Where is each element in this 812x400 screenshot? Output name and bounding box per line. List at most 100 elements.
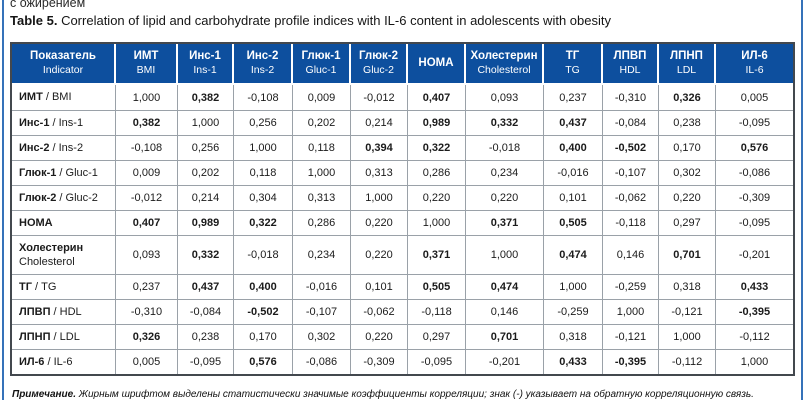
value-cell: -0,095: [716, 210, 793, 235]
value-cell: 0,214: [351, 110, 408, 135]
table-caption: Table 5. Correlation of lipid and carboh…: [10, 13, 798, 28]
header-cell-tg: ТГ TG: [544, 44, 603, 85]
header-cell-bmi: ИМТ BMI: [116, 44, 178, 85]
value-cell: 0,009: [293, 85, 351, 110]
value-cell: 0,433: [544, 349, 603, 374]
value-cell: 0,234: [466, 160, 544, 185]
value-cell: 0,302: [659, 160, 716, 185]
table-row: Глюк-2 / Gluc-2 -0,012 0,214 0,304 0,313 1,00…: [12, 185, 793, 210]
value-cell: -0,112: [716, 324, 793, 349]
value-cell: 0,238: [659, 110, 716, 135]
table-caption-number: Table 5.: [10, 13, 58, 28]
value-cell: -0,395: [603, 349, 659, 374]
table-row: ТГ / TG 0,237 0,437 0,400 -0,016 0,101 0,505 0,…: [12, 274, 793, 299]
value-cell: -0,095: [178, 349, 234, 374]
value-cell: 0,101: [351, 274, 408, 299]
value-cell: 0,322: [408, 135, 466, 160]
table-row: Холестерин Cholesterol 0,093 0,332 -0,018 0,2…: [12, 235, 793, 274]
value-cell: 0,146: [466, 299, 544, 324]
value-cell: 1,000: [659, 324, 716, 349]
value-cell: 0,322: [234, 210, 293, 235]
table-row: HOMA 0,407 0,989 0,322 0,286 0,220 1,000 0,371 0…: [12, 210, 793, 235]
value-cell: 0,093: [466, 85, 544, 110]
row-label: Инс-2 / Ins-2: [12, 135, 116, 160]
value-cell: 0,118: [234, 160, 293, 185]
value-cell: -0,121: [659, 299, 716, 324]
value-cell: -0,018: [466, 135, 544, 160]
value-cell: -0,095: [408, 349, 466, 374]
row-label: Глюк-2 / Gluc-2: [12, 185, 116, 210]
value-cell: -0,095: [716, 110, 793, 135]
footnote-text: Жирным шрифтом выделены статистически зн…: [76, 389, 754, 400]
value-cell: 0,005: [740, 91, 769, 104]
value-cell: 0,326: [659, 85, 716, 110]
correlation-table: Показатель Indicator ИМТ BMI Инс-1 Ins-1 Инс-2…: [12, 44, 793, 374]
value-cell: 1,000: [408, 210, 466, 235]
value-cell: 0,326: [116, 324, 178, 349]
value-cell: 0,313: [293, 185, 351, 210]
value-cell: 0,318: [659, 274, 716, 299]
footnote-label: Примечание.: [12, 389, 76, 400]
value-cell: 0,701: [659, 235, 716, 274]
value-cell: 0,220: [408, 185, 466, 210]
value-cell: 0,237: [544, 85, 603, 110]
value-cell: 1,000: [178, 110, 234, 135]
value-cell: -0,118: [603, 210, 659, 235]
value-cell: -0,062: [603, 185, 659, 210]
value-cell: 0,407: [116, 210, 178, 235]
value-cell: 0,256: [178, 135, 234, 160]
row-label: Холестерин Cholesterol: [12, 235, 116, 274]
row-label: HOMA: [12, 210, 116, 235]
value-cell: -0,309: [351, 349, 408, 374]
value-cell: 0,394: [351, 135, 408, 160]
value-cell: -0,201: [716, 235, 793, 274]
value-cell: 0,313: [351, 160, 408, 185]
value-cell: 1,000: [351, 185, 408, 210]
value-cell: 0,297: [659, 210, 716, 235]
value-cell: 0,118: [293, 135, 351, 160]
table-footnote: Примечание. Жирным шрифтом выделены стат…: [12, 389, 798, 400]
value-cell: -0,121: [603, 324, 659, 349]
value-cell: 0,437: [178, 274, 234, 299]
value-cell: 0,202: [178, 160, 234, 185]
value-cell: -0,118: [408, 299, 466, 324]
value-cell: 0,220: [351, 235, 408, 274]
table-row: ЛПВП / HDL -0,310 -0,084 -0,502 -0,107 -0,062…: [12, 299, 793, 324]
value-cell: -0,012: [116, 185, 178, 210]
value-cell: 0,437: [544, 110, 603, 135]
table-row: ИМТ / BMI 1,000 0,382 -0,108 0,009 -0,012 0,40…: [12, 85, 793, 110]
row-label: Инс-1 / Ins-1: [12, 110, 116, 135]
value-cell: 0,220: [351, 324, 408, 349]
value-cell: 0,286: [408, 160, 466, 185]
page-rule-left: [2, 0, 4, 400]
value-cell: 0,332: [466, 110, 544, 135]
value-cell: 0,433: [716, 274, 793, 299]
value-cell: -0,259: [544, 299, 603, 324]
value-cell: 0,701: [466, 324, 544, 349]
value-cell: -0,112: [659, 349, 716, 374]
value-cell: -0,309: [716, 185, 793, 210]
value-cell: 0,989: [408, 110, 466, 135]
value-cell: 1,000: [116, 85, 178, 110]
value-cell: 0,146: [603, 235, 659, 274]
row-label: ЛПВП / HDL: [12, 299, 116, 324]
value-cell: 0,238: [178, 324, 234, 349]
table-row: Инс-2 / Ins-2 -0,108 0,256 1,000 0,118 0,394 0…: [12, 135, 793, 160]
value-cell: 1,000: [293, 160, 351, 185]
value-cell: 0,286: [293, 210, 351, 235]
value-cell: 0,170: [659, 135, 716, 160]
value-cell: 0,214: [178, 185, 234, 210]
value-cell: 0,400: [544, 135, 603, 160]
value-cell: -0,016: [293, 274, 351, 299]
value-cell: -0,086: [293, 349, 351, 374]
value-cell: -0,310: [116, 299, 178, 324]
table-row: Инс-1 / Ins-1 0,382 1,000 0,256 0,202 0,214 0,…: [12, 110, 793, 135]
value-cell: 0,474: [466, 274, 544, 299]
row-label: ТГ / TG: [12, 274, 116, 299]
value-cell: -0,107: [603, 160, 659, 185]
value-cell: 0,302: [293, 324, 351, 349]
value-cell: 0,202: [293, 110, 351, 135]
value-cell: -0,107: [293, 299, 351, 324]
value-cell: -0,108: [116, 135, 178, 160]
value-cell: 0,237: [116, 274, 178, 299]
